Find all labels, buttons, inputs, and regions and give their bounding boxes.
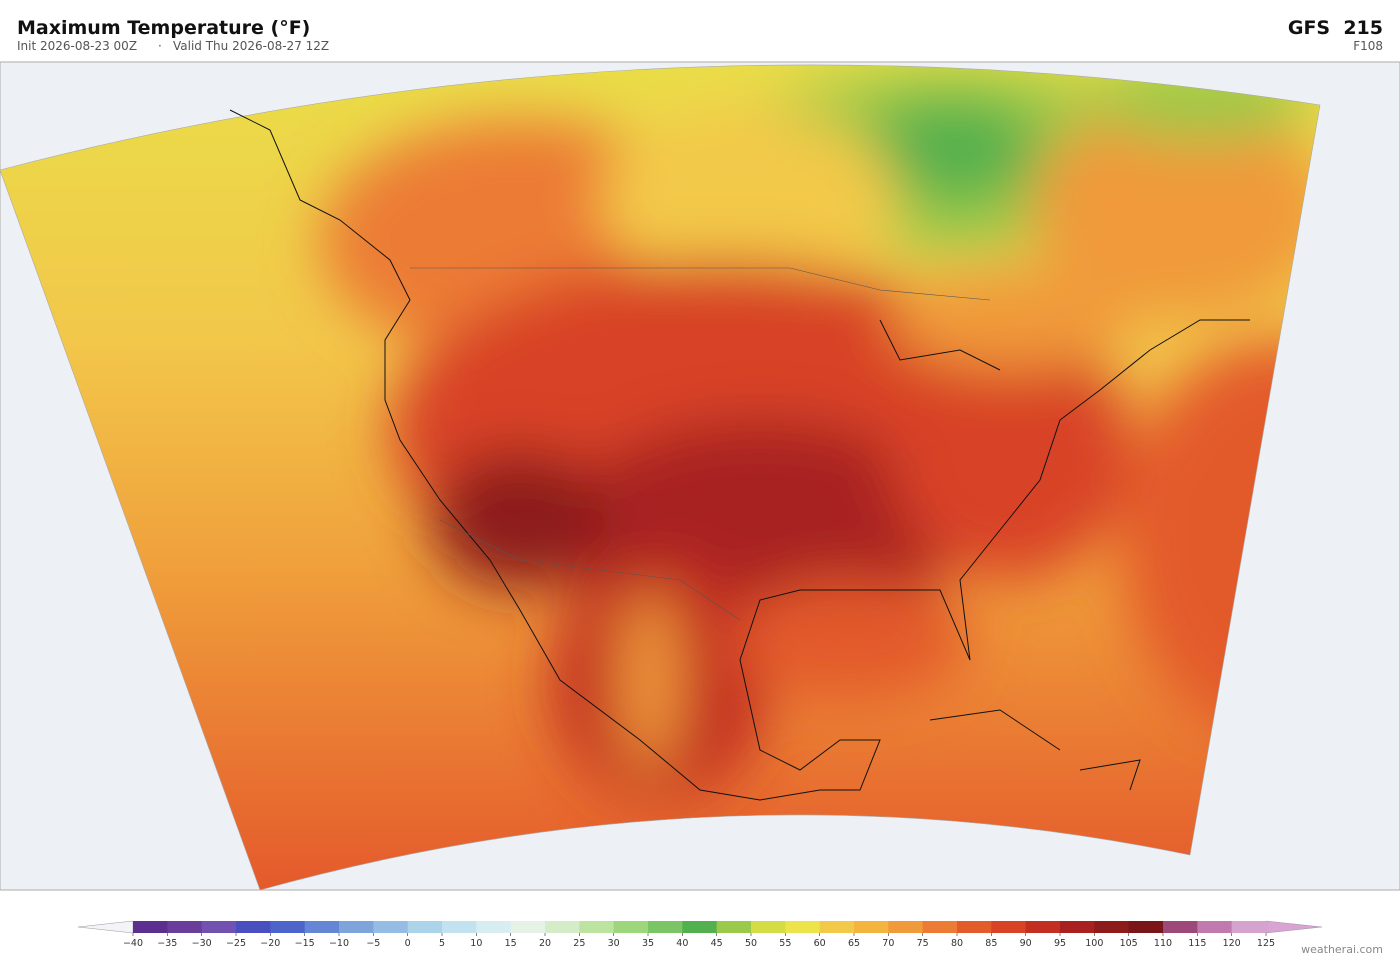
- colorbar-bin: [442, 921, 477, 933]
- colorbar-bin: [854, 921, 889, 933]
- colorbar-bin: [304, 921, 340, 933]
- colorbar-tick-label: 25: [573, 938, 585, 949]
- colorbar-tick-label: 35: [642, 938, 654, 949]
- colorbar-bin: [819, 921, 855, 933]
- colorbar-tick-label: −15: [295, 938, 315, 949]
- colorbar-tick-label: −30: [192, 938, 212, 949]
- colorbar-tick-label: 5: [439, 938, 445, 949]
- colorbar-tick-label: 120: [1223, 938, 1241, 949]
- colorbar-tick-label: 65: [848, 938, 860, 949]
- colorbar-tick-label: 100: [1085, 938, 1103, 949]
- colorbar-tick-label: −40: [123, 938, 143, 949]
- colorbar-bin: [373, 921, 409, 933]
- colorbar-tick-label: 20: [539, 938, 551, 949]
- colorbar-bin: [991, 921, 1027, 933]
- colorbar-tick-label: 70: [882, 938, 894, 949]
- colorbar-tick-label: 125: [1257, 938, 1275, 949]
- colorbar-tick-label: 50: [745, 938, 757, 949]
- colorbar-bin: [1094, 921, 1130, 933]
- colorbar-tick-label: −25: [226, 938, 246, 949]
- colorbar-bin: [1128, 921, 1164, 933]
- colorbar-tick-label: 55: [779, 938, 791, 949]
- colorbar-bin: [236, 921, 271, 933]
- colorbar-bin: [1197, 921, 1233, 933]
- colorbar: −40 −35 −30 −25 −20 −15 −10 −5 0 5 10 15 20 25 30 35 40 4…: [77, 920, 1323, 949]
- credit: weatherai.com: [1301, 943, 1383, 956]
- colorbar-bin: [167, 921, 203, 933]
- colorbar-bin: [648, 921, 683, 933]
- colorbar-tick-label: 0: [405, 938, 411, 949]
- colorbar-under: [77, 920, 134, 934]
- colorbar-bin: [957, 921, 992, 933]
- colorbar-bin: [407, 921, 443, 933]
- colorbar-bin: [579, 921, 615, 933]
- borders: [410, 267, 991, 621]
- colorbar-bin: [339, 921, 374, 933]
- title: Maximum Temperature (°F): [17, 17, 310, 39]
- colorbar-bin: [888, 921, 924, 933]
- colorbar-bin: [716, 921, 752, 933]
- colorbar-tick-label: 105: [1120, 938, 1138, 949]
- colorbar-tick-label: 85: [985, 938, 997, 949]
- colorbar-bin: [1231, 921, 1267, 933]
- colorbar-tick-label: 95: [1054, 938, 1066, 949]
- forecast-hour: F108: [1353, 39, 1383, 53]
- colorbar-tick-label: 80: [951, 938, 963, 949]
- colorbar-tick-label: 30: [608, 938, 620, 949]
- colorbar-bin: [133, 921, 168, 933]
- temperature-field: [0, 64, 1320, 891]
- colorbar-bin: [922, 921, 958, 933]
- init-time: Init 2026-08-23 00Z: [17, 39, 137, 53]
- colorbar-tick-label: −10: [329, 938, 349, 949]
- colorbar-bin: [270, 921, 306, 933]
- colorbar-bin: [1060, 921, 1095, 933]
- map: [0, 61, 1400, 891]
- separator: ·: [158, 39, 162, 53]
- coastlines: [229, 109, 1250, 801]
- colorbar-tick-label: 110: [1154, 938, 1172, 949]
- colorbar-tick-label: −35: [157, 938, 177, 949]
- colorbar-tick-label: −5: [366, 938, 380, 949]
- colorbar-bin: [201, 921, 237, 933]
- colorbar-tick-label: −20: [260, 938, 280, 949]
- colorbar-tick-label: 10: [470, 938, 482, 949]
- colorbar-tick-label: 75: [917, 938, 929, 949]
- colorbar-tick-label: 115: [1188, 938, 1206, 949]
- colorbar-bin: [682, 921, 718, 933]
- colorbar-over: [1265, 920, 1323, 934]
- colorbar-tick-label: 60: [814, 938, 826, 949]
- colorbar-bin: [510, 921, 546, 933]
- model: GFS 215: [1288, 17, 1383, 39]
- colorbar-tick-label: 90: [1020, 938, 1032, 949]
- colorbar-bin: [613, 921, 649, 933]
- colorbar-bin: [1163, 921, 1198, 933]
- colorbar-bin: [476, 921, 512, 933]
- colorbar-tick-label: 15: [505, 938, 517, 949]
- colorbar-bin: [751, 921, 786, 933]
- colorbar-tick-label: 45: [711, 938, 723, 949]
- colorbar-bin: [545, 921, 580, 933]
- colorbar-bin: [785, 921, 821, 933]
- colorbar-bin: [1025, 921, 1061, 933]
- valid-time: Valid Thu 2026-08-27 12Z: [173, 39, 329, 53]
- colorbar-tick-label: 40: [676, 938, 688, 949]
